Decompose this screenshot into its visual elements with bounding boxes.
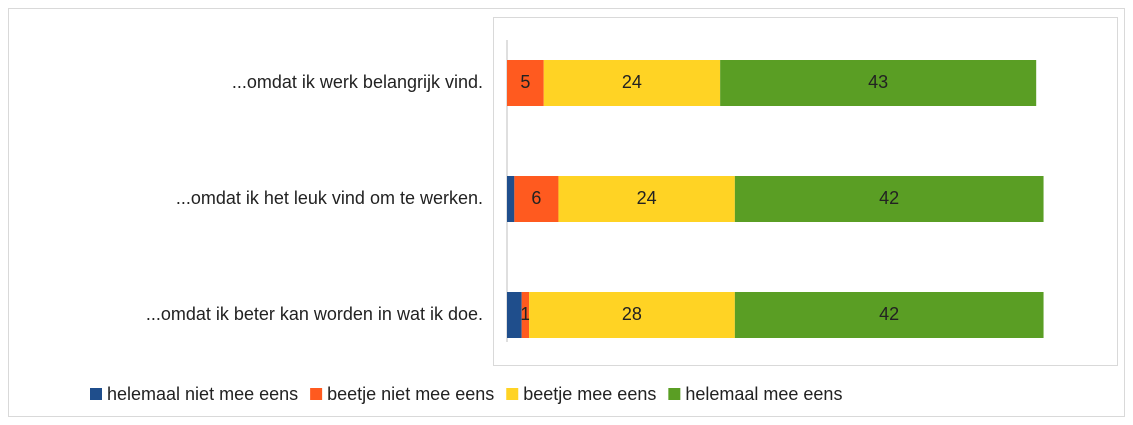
bar-segment bbox=[507, 60, 544, 106]
bar-segment bbox=[720, 60, 1037, 106]
legend-swatch bbox=[310, 388, 323, 400]
y-tick-label: ...omdat ik werk belangrijk vind. bbox=[232, 72, 483, 92]
bar-segment bbox=[734, 292, 1044, 338]
data-label: 5 bbox=[520, 72, 530, 92]
bar-segment bbox=[529, 292, 735, 338]
legend-swatch bbox=[506, 388, 519, 400]
data-label: 42 bbox=[879, 188, 899, 208]
bar-segment bbox=[507, 176, 515, 222]
data-label: 42 bbox=[879, 304, 899, 324]
bar-segment bbox=[507, 292, 522, 338]
legend-label: beetje mee eens bbox=[523, 384, 656, 404]
legend-label: beetje niet mee eens bbox=[327, 384, 494, 404]
legend-label: helemaal mee eens bbox=[685, 384, 842, 404]
data-label: 24 bbox=[637, 188, 657, 208]
bar-segment bbox=[734, 176, 1044, 222]
legend-swatch bbox=[90, 388, 102, 400]
data-label: 1 bbox=[520, 304, 530, 324]
legend-label: helemaal niet mee eens bbox=[107, 384, 298, 404]
bar-segment bbox=[543, 60, 721, 106]
data-label: 24 bbox=[622, 72, 642, 92]
bar-segment bbox=[558, 176, 735, 222]
data-label: 28 bbox=[622, 304, 642, 324]
y-tick-label: ...omdat ik beter kan worden in wat ik d… bbox=[146, 304, 483, 324]
data-label: 6 bbox=[531, 188, 541, 208]
legend-swatch bbox=[668, 388, 681, 400]
y-tick-label: ...omdat ik het leuk vind om te werken. bbox=[176, 188, 483, 208]
bar-segment bbox=[521, 292, 530, 338]
bar-segment bbox=[514, 176, 559, 222]
data-label: 43 bbox=[868, 72, 888, 92]
